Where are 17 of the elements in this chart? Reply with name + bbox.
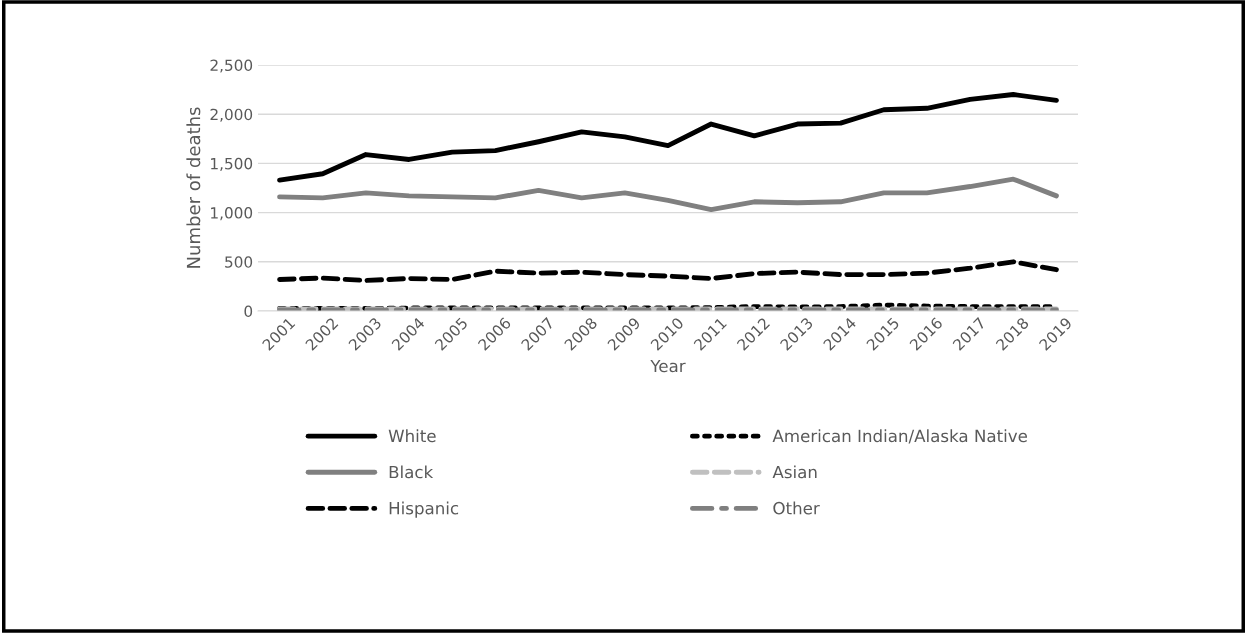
legend-label: Hispanic — [389, 501, 459, 518]
y-tick-label: 1,500 — [211, 157, 253, 171]
y-tick-label: 2,000 — [210, 108, 253, 122]
x-axis-title: Year — [650, 359, 686, 373]
legend-label: Black — [389, 465, 434, 479]
y-tick-label: 1,000 — [211, 207, 253, 221]
y-tick-label: 0 — [244, 305, 253, 318]
legend-label: American Indian/Alaska Native — [772, 429, 1028, 444]
legend-label: Other — [773, 501, 820, 515]
line-series — [277, 176, 1059, 213]
legend-label: White — [388, 429, 436, 443]
y-tick-label: 2,500 — [210, 59, 253, 73]
legend-label: Asian — [772, 465, 817, 479]
line-series — [277, 259, 1059, 283]
line-series — [277, 92, 1059, 183]
y-tick-label: 500 — [225, 256, 253, 268]
y-axis-title: Number of deaths — [186, 107, 201, 268]
